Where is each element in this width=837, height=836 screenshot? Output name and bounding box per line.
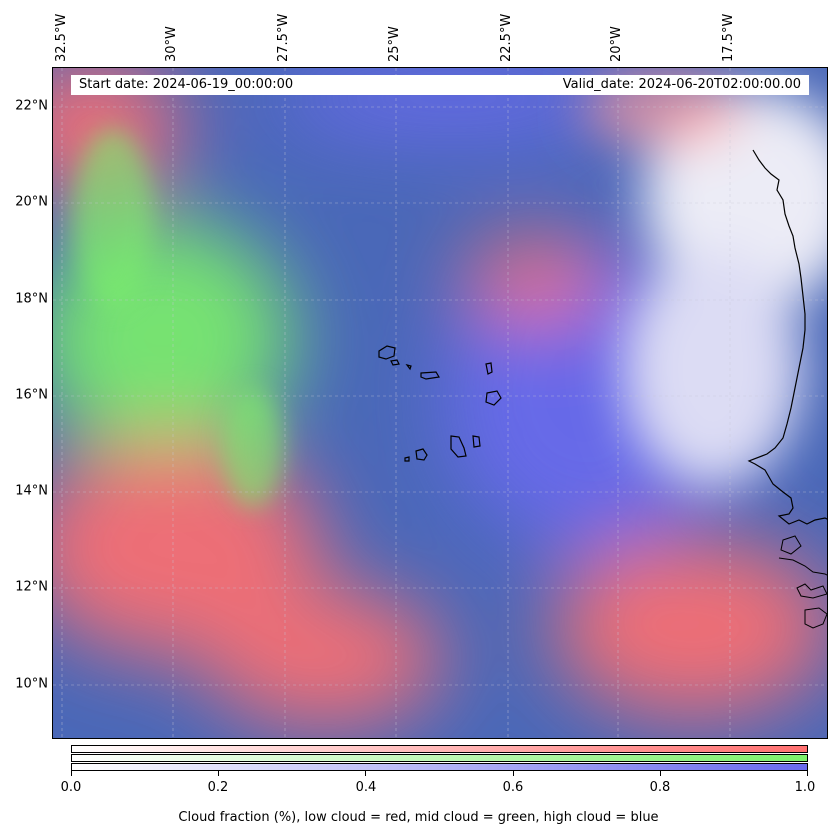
island-santiago xyxy=(450,435,467,458)
colorbar-tick-label-0: 0.0 xyxy=(60,780,82,795)
valid-date-label: Valid_date: 2024-06-20T02:00:00.00 xyxy=(562,77,801,92)
island-sao-vicente xyxy=(390,359,400,366)
lon-label-25w: 25°W xyxy=(387,26,402,62)
lat-label-18n: 18°N xyxy=(15,291,48,307)
low-cloud-patch-center xyxy=(463,238,603,318)
coastal-island-3 xyxy=(804,607,827,629)
high-cloud-colorbar xyxy=(71,763,808,771)
colorbar-tick xyxy=(660,771,661,776)
lat-label-16n: 16°N xyxy=(15,387,48,403)
lon-label-30w: 30°W xyxy=(164,26,179,62)
graticule xyxy=(53,68,827,738)
colorbar-ticks xyxy=(71,771,808,777)
african-coastline xyxy=(747,149,827,525)
coastal-island-2 xyxy=(796,583,827,599)
clear-region-east xyxy=(623,248,803,488)
low-cloud-region-se xyxy=(553,538,827,718)
island-fogo xyxy=(415,448,428,461)
low-cloud-region-south xyxy=(203,588,443,728)
colorbar-tick xyxy=(365,771,366,776)
lon-label-22-5w: 22.5°W xyxy=(499,13,514,62)
island-sao-nicolau xyxy=(420,371,440,380)
island-sal xyxy=(485,362,493,375)
colorbar-tick-label-3: 0.6 xyxy=(502,780,524,795)
lat-label-22n: 22°N xyxy=(15,98,48,114)
low-cloud-colorbar xyxy=(71,745,808,753)
lat-label-10n: 10°N xyxy=(15,676,48,692)
island-maio xyxy=(472,435,481,448)
colorbar-caption: Cloud fraction (%), low cloud = red, mid… xyxy=(178,810,659,825)
lat-label-14n: 14°N xyxy=(15,483,48,499)
colorbar-tick-label-1: 0.2 xyxy=(207,780,229,795)
lon-label-17-5w: 17.5°W xyxy=(721,13,736,62)
mid-cloud-streak-2 xyxy=(223,388,283,508)
colorbar-tick-label-2: 0.4 xyxy=(355,780,377,795)
cloud-fraction-map[interactable] xyxy=(52,67,828,739)
lat-label-12n: 12°N xyxy=(15,579,48,595)
colorbar-tick xyxy=(218,771,219,776)
colorbar-tick-label-4: 0.8 xyxy=(649,780,671,795)
island-brava xyxy=(404,456,410,462)
coastline-south xyxy=(778,557,827,576)
lon-label-20w: 20°W xyxy=(609,26,624,62)
coastal-island-1 xyxy=(780,535,802,555)
map-canvas xyxy=(53,68,827,738)
date-header: Start date: 2024-06-19_00:00:00 Valid_da… xyxy=(71,75,809,95)
island-santo-antao xyxy=(378,345,396,360)
mid-cloud-colorbar xyxy=(71,754,808,762)
island-boa-vista xyxy=(485,390,502,406)
mid-cloud-streaks xyxy=(73,128,283,508)
lon-label-27-5w: 27.5°W xyxy=(276,13,291,62)
colorbar-tick-label-5: 1.0 xyxy=(794,780,816,795)
colorbar-tick xyxy=(513,771,514,776)
start-date-label: Start date: 2024-06-19_00:00:00 xyxy=(79,77,294,92)
lat-label-20n: 20°N xyxy=(15,194,48,210)
colorbar-tick xyxy=(807,771,808,776)
colorbar-tick xyxy=(71,771,72,776)
mid-cloud-streak-1 xyxy=(73,128,153,308)
lon-label-32-5w: 32.5°W xyxy=(54,13,69,62)
cape-verde-islands xyxy=(378,345,502,462)
island-santa-luzia xyxy=(405,364,412,371)
